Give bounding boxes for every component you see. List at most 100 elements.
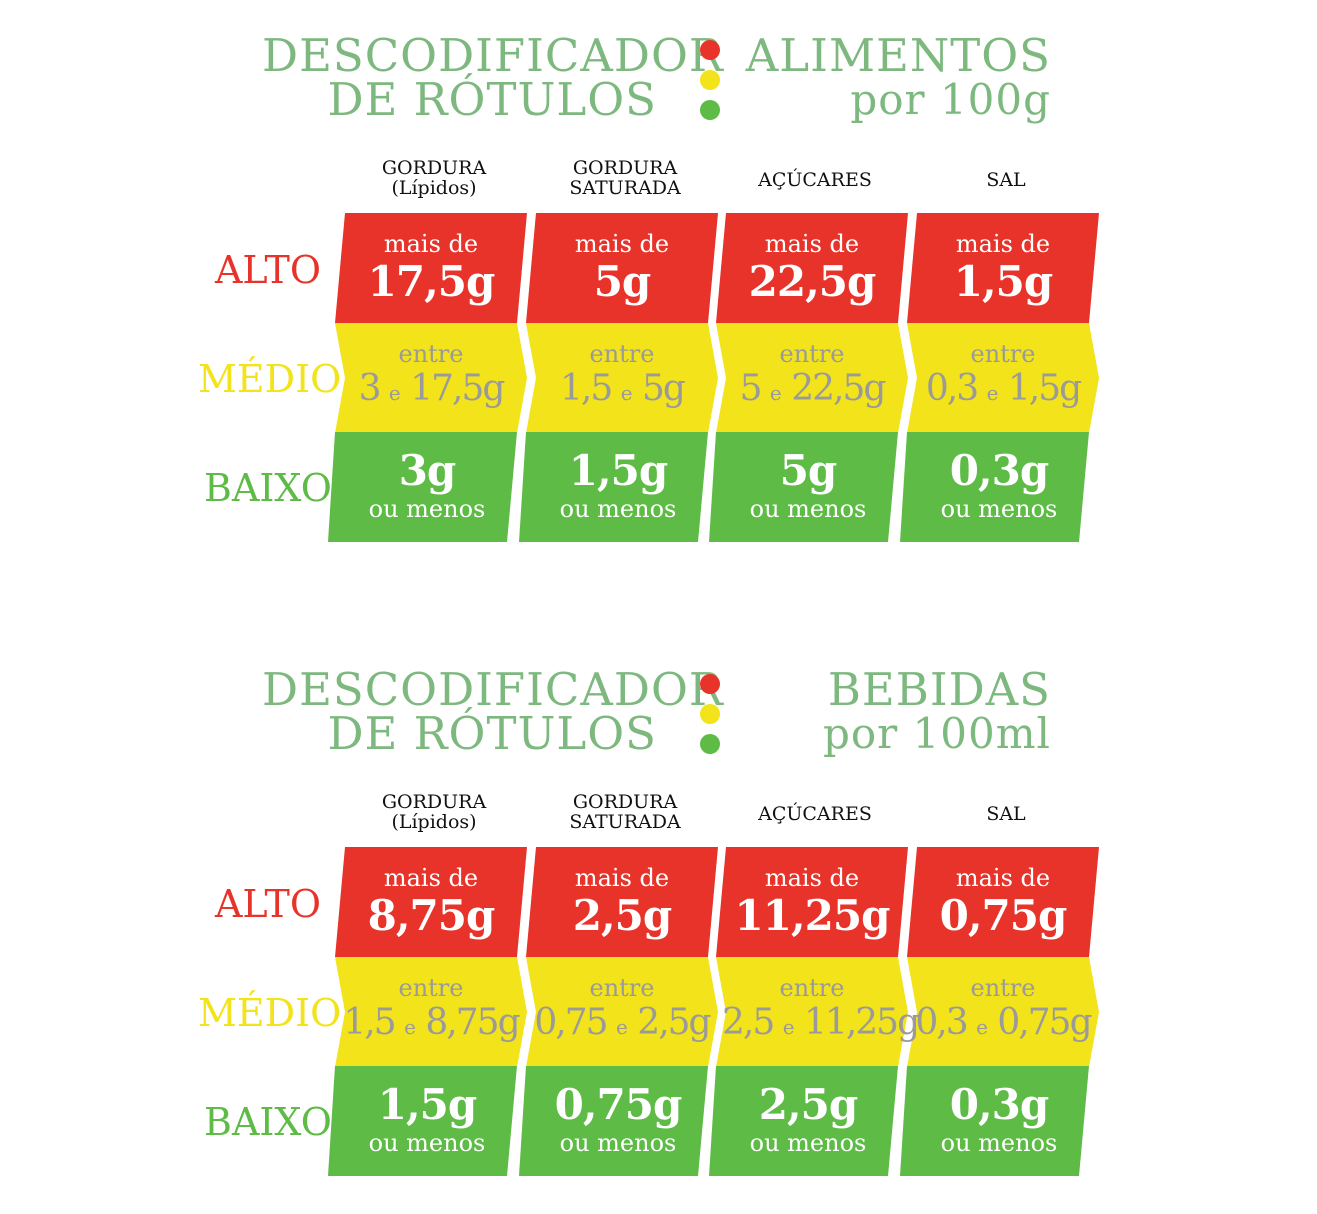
decoder-section: DESCODIFICADOR DE RÓTULOS BEBIDAS por 10… bbox=[0, 634, 1317, 1214]
cell-alto: mais de 17,5g bbox=[341, 231, 521, 307]
cell-value: 1,5g bbox=[568, 446, 668, 495]
cell-bg-baixo bbox=[900, 432, 1089, 542]
cell-prefix: mais de bbox=[955, 864, 1051, 892]
cell-bg-baixo bbox=[328, 432, 517, 542]
cell-range: 0,75 e 2,5g bbox=[532, 1001, 712, 1049]
cell-suffix: ou menos bbox=[749, 1129, 867, 1157]
red-light-icon bbox=[700, 674, 720, 694]
cell-bg-medio bbox=[716, 323, 908, 433]
range-to: 17,5g bbox=[410, 368, 505, 409]
cell-value: 2,5g bbox=[758, 1080, 858, 1129]
cell-bg-alto bbox=[335, 847, 527, 957]
cell-medio: entre 0,3 e 1,5g bbox=[913, 341, 1093, 415]
unit-label: por 100g bbox=[850, 75, 1051, 124]
cell-medio: entre 0,75 e 2,5g bbox=[532, 975, 712, 1049]
cell-value: 1,5g bbox=[953, 257, 1053, 306]
cell-range: 0,3 e 1,5g bbox=[913, 367, 1093, 415]
row-label-baixo: BAIXO bbox=[204, 466, 332, 510]
cell-range: 3 e 17,5g bbox=[341, 367, 521, 415]
column-header: SAL bbox=[911, 804, 1101, 824]
cell-suffix: ou menos bbox=[368, 1129, 486, 1157]
green-light-icon bbox=[700, 100, 720, 120]
cell-bg-baixo bbox=[519, 1066, 708, 1176]
cell-prefix: mais de bbox=[383, 230, 479, 258]
traffic-light-grid bbox=[328, 213, 1099, 542]
cell-value: 17,5g bbox=[367, 257, 496, 306]
cell-alto: mais de 22,5g bbox=[722, 231, 902, 307]
row-label-baixo: BAIXO bbox=[204, 1100, 332, 1144]
range-joiner: e bbox=[404, 1015, 416, 1039]
cell-bg-medio bbox=[907, 323, 1099, 433]
cell-value: 3g bbox=[398, 446, 457, 495]
unit-label: por 100ml bbox=[822, 709, 1051, 758]
column-header: AÇÚCARES bbox=[720, 170, 910, 190]
range-to: 8,75g bbox=[425, 1002, 520, 1043]
cell-bg-baixo bbox=[900, 1066, 1089, 1176]
column-header-line-1: GORDURA bbox=[381, 791, 487, 813]
cell-prefix: entre bbox=[779, 974, 845, 1002]
column-header: SAL bbox=[911, 170, 1101, 190]
cell-baixo: 0,3g ou menos bbox=[909, 1080, 1089, 1156]
green-light-icon bbox=[700, 734, 720, 754]
range-joiner: e bbox=[620, 381, 633, 405]
cell-range: 0,3 e 0,75g bbox=[913, 1001, 1093, 1049]
cell-range: 1,5 e 8,75g bbox=[341, 1001, 521, 1049]
cell-prefix: mais de bbox=[574, 230, 670, 258]
cell-medio: entre 1,5 e 5g bbox=[532, 341, 712, 415]
cell-value: 22,5g bbox=[748, 257, 877, 306]
cell-baixo: 1,5g ou menos bbox=[528, 446, 708, 522]
range-from: 3 bbox=[358, 368, 382, 409]
cell-bg-medio bbox=[716, 957, 908, 1067]
column-header-line-1: GORDURA bbox=[381, 157, 487, 179]
column-header: GORDURA SATURADA bbox=[530, 158, 720, 198]
cell-suffix: ou menos bbox=[940, 495, 1058, 523]
range-to: 5g bbox=[642, 368, 686, 409]
cell-bg-alto bbox=[716, 213, 908, 323]
cell-bg-baixo bbox=[709, 432, 898, 542]
title-line-1: DESCODIFICADOR bbox=[262, 663, 724, 716]
column-header: AÇÚCARES bbox=[720, 804, 910, 824]
cell-bg-alto bbox=[335, 213, 527, 323]
column-header: GORDURA (Lípidos) bbox=[339, 158, 529, 198]
cell-prefix: entre bbox=[970, 974, 1036, 1002]
row-label-alto: ALTO bbox=[214, 882, 322, 926]
cell-bg-medio bbox=[907, 957, 1099, 1067]
cell-baixo: 2,5g ou menos bbox=[718, 1080, 898, 1156]
cell-bg-baixo bbox=[328, 1066, 517, 1176]
cell-bg-alto bbox=[907, 847, 1099, 957]
cell-medio: entre 0,3 e 0,75g bbox=[913, 975, 1093, 1049]
cell-value: 0,75g bbox=[939, 891, 1068, 940]
cell-baixo: 5g ou menos bbox=[718, 446, 898, 522]
column-header-line-1: SAL bbox=[986, 803, 1026, 825]
cell-value: 2,5g bbox=[572, 891, 672, 940]
cell-bg-baixo bbox=[519, 432, 708, 542]
column-header-line-1: AÇÚCARES bbox=[758, 169, 872, 191]
column-header-line-2: SATURADA bbox=[569, 177, 681, 199]
cell-value: 11,25g bbox=[734, 891, 891, 940]
column-header: GORDURA SATURADA bbox=[530, 792, 720, 832]
cell-bg-medio bbox=[526, 323, 718, 433]
column-header-line-1: SAL bbox=[986, 169, 1026, 191]
range-from: 1,5 bbox=[560, 368, 613, 409]
decoder-title: DESCODIFICADOR DE RÓTULOS bbox=[262, 663, 724, 756]
cell-suffix: ou menos bbox=[559, 495, 677, 523]
cell-value: 0,3g bbox=[949, 1080, 1049, 1129]
cell-prefix: mais de bbox=[764, 864, 860, 892]
range-from: 2,5 bbox=[722, 1002, 775, 1043]
range-joiner: e bbox=[388, 381, 401, 405]
cell-suffix: ou menos bbox=[368, 495, 486, 523]
range-to: 11,25g bbox=[804, 1002, 920, 1043]
cell-bg-alto bbox=[716, 847, 908, 957]
cell-suffix: ou menos bbox=[559, 1129, 677, 1157]
yellow-light-icon bbox=[700, 70, 720, 90]
column-header-line-2: (Lípidos) bbox=[391, 177, 477, 199]
cell-bg-medio bbox=[526, 957, 718, 1067]
title-line-2: DE RÓTULOS bbox=[327, 73, 657, 126]
cell-medio: entre 5 e 22,5g bbox=[722, 341, 902, 415]
cell-range: 2,5 e 11,25g bbox=[722, 1001, 920, 1049]
row-label-medio: MÉDIO bbox=[198, 991, 342, 1035]
cell-prefix: entre bbox=[398, 974, 464, 1002]
row-label-medio: MÉDIO bbox=[198, 357, 342, 401]
cell-value: 1,5g bbox=[377, 1080, 477, 1129]
cell-alto: mais de 5g bbox=[532, 231, 712, 307]
